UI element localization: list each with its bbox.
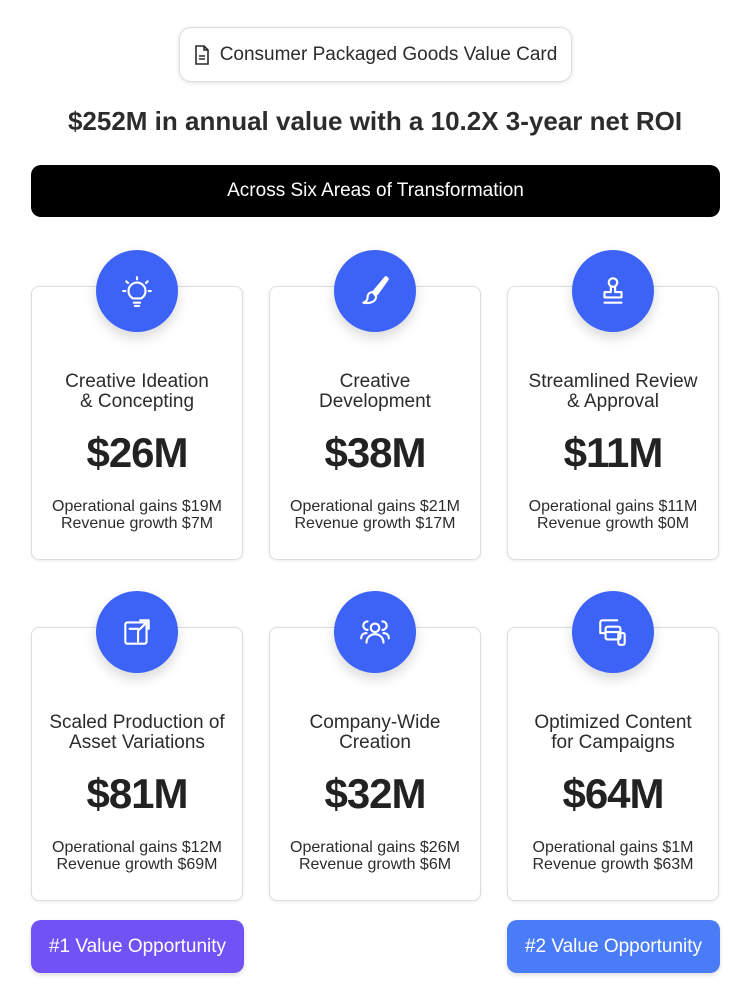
lightbulb-icon-badge	[96, 250, 178, 332]
revenue-growth: Revenue growth $17M	[294, 515, 456, 532]
value-area-card: Company-Wide Creation $32M Operational ga…	[269, 627, 481, 901]
devices-icon	[599, 619, 626, 646]
operational-gains: Operational gains $21M	[290, 498, 460, 515]
header-label: Consumer Packaged Goods Value Card	[219, 43, 558, 65]
resize-icon	[124, 619, 150, 645]
value-area-card: Optimized Content for Campaigns $64M Oper…	[507, 627, 719, 901]
card-value: $11M	[563, 429, 664, 476]
operational-gains: Operational gains $12M	[52, 839, 222, 856]
revenue-growth: Revenue growth $7M	[60, 515, 214, 532]
users-icon	[360, 620, 390, 644]
card-value: $81M	[86, 770, 188, 817]
card-breakdown: Operational gains $1M Revenue growth $63M	[508, 839, 718, 873]
banner-label: Across Six Areas of Transformation	[227, 180, 524, 201]
card-breakdown: Operational gains $19M Revenue growth $7M	[32, 498, 242, 532]
card-breakdown: Operational gains $26M Revenue growth $6M	[270, 839, 480, 873]
headline-value: $252M	[67, 106, 148, 136]
badge-label: #2 Value Opportunity	[524, 935, 703, 957]
value-area-card: Streamlined Review & Approval $11M Operat…	[507, 286, 719, 560]
value-area-card: Scaled Production of Asset Variations $81…	[31, 627, 243, 901]
card-title: Creative Development	[319, 371, 431, 412]
card-value: $64M	[562, 770, 664, 817]
devices-icon-badge	[572, 591, 654, 673]
operational-gains: Operational gains $19M	[52, 498, 222, 515]
paintbrush-icon	[362, 276, 389, 305]
stamp-icon	[603, 277, 623, 304]
card-value: $32M	[324, 770, 426, 817]
paintbrush-icon-badge	[334, 250, 416, 332]
card-title: Streamlined Review & Approval	[528, 371, 698, 412]
document-icon	[194, 44, 209, 65]
users-icon-badge	[334, 591, 416, 673]
operational-gains: Operational gains $11M	[528, 498, 698, 515]
lightbulb-icon	[122, 276, 152, 307]
card-breakdown: Operational gains $11M Revenue growth $0M	[508, 498, 718, 532]
card-breakdown: Operational gains $12M Revenue growth $69…	[32, 839, 242, 873]
card-title: Scaled Production of Asset Variations	[49, 712, 225, 753]
value-opportunity-badge-1: #1 Value Opportunity	[31, 920, 244, 973]
value-card-header: Consumer Packaged Goods Value Card	[179, 27, 572, 82]
headline-text: in annual value with a 10.2X 3-year net …	[147, 106, 683, 136]
revenue-growth: Revenue growth $69M	[56, 856, 218, 873]
operational-gains: Operational gains $1M	[532, 839, 694, 856]
badge-label: #1 Value Opportunity	[48, 935, 227, 957]
revenue-growth: Revenue growth $0M	[536, 515, 690, 532]
card-value: $26M	[86, 429, 188, 476]
revenue-growth: Revenue growth $63M	[532, 856, 694, 873]
section-banner: Across Six Areas of Transformation	[31, 165, 720, 217]
headline: $252M in annual value with a 10.2X 3-yea…	[0, 106, 750, 137]
card-title: Creative Ideation & Concepting	[65, 371, 209, 412]
card-title: Optimized Content for Campaigns	[534, 712, 692, 753]
revenue-growth: Revenue growth $6M	[298, 856, 452, 873]
operational-gains: Operational gains $26M	[290, 839, 460, 856]
value-area-card: Creative Ideation & Concepting $26M Opera…	[31, 286, 243, 560]
card-title: Company-Wide Creation	[309, 712, 441, 753]
card-breakdown: Operational gains $21M Revenue growth $17…	[270, 498, 480, 532]
card-value: $38M	[324, 429, 426, 476]
resize-icon-badge	[96, 591, 178, 673]
stamp-icon-badge	[572, 250, 654, 332]
value-opportunity-badge-2: #2 Value Opportunity	[507, 920, 720, 973]
